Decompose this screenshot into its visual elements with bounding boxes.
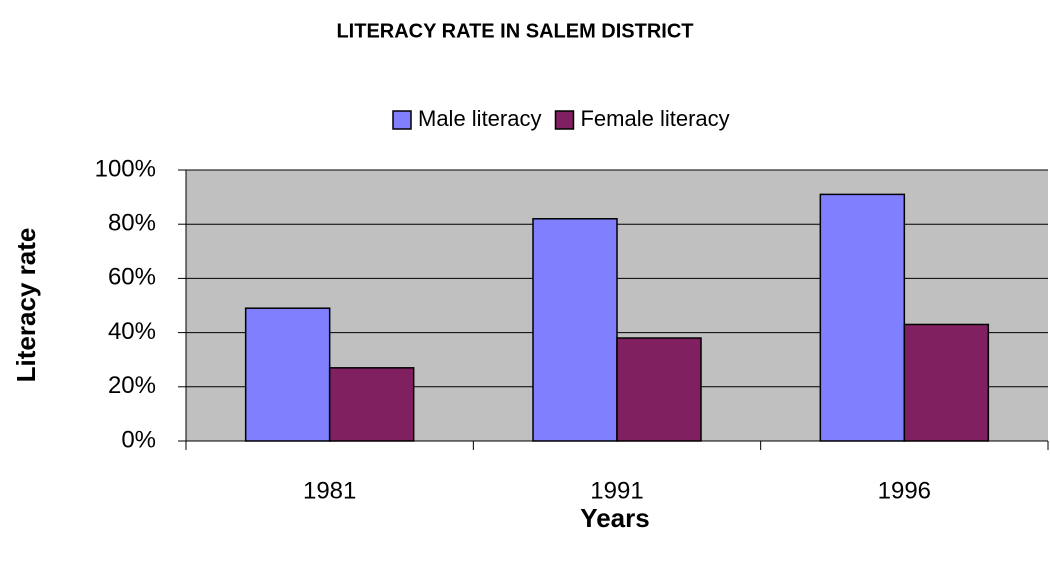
legend-label: Female literacy <box>580 106 729 131</box>
chart-title: LITERACY RATE IN SALEM DISTRICT <box>336 20 693 42</box>
x-tick-label: 1991 <box>590 477 643 504</box>
bar <box>328 367 415 442</box>
legend-label: Male literacy <box>418 106 541 131</box>
legend-swatch <box>392 110 412 130</box>
y-tick-label: 20% <box>108 372 156 399</box>
x-tick-label: 1981 <box>303 477 356 504</box>
x-tick-label: 1996 <box>878 477 931 504</box>
y-tick-label: 100% <box>95 155 156 182</box>
y-tick-label: 80% <box>108 210 156 237</box>
y-tick-label: 0% <box>121 426 156 453</box>
bar <box>903 323 990 442</box>
y-tick-label: 40% <box>108 318 156 345</box>
legend-swatch <box>554 110 575 130</box>
bar <box>616 337 702 442</box>
y-tick-label: 60% <box>108 264 156 291</box>
bar <box>244 307 331 442</box>
y-axis-label: Literacy rate <box>11 228 41 383</box>
x-axis-label: Years <box>580 503 649 533</box>
bar <box>819 193 906 442</box>
bar <box>532 218 618 442</box>
